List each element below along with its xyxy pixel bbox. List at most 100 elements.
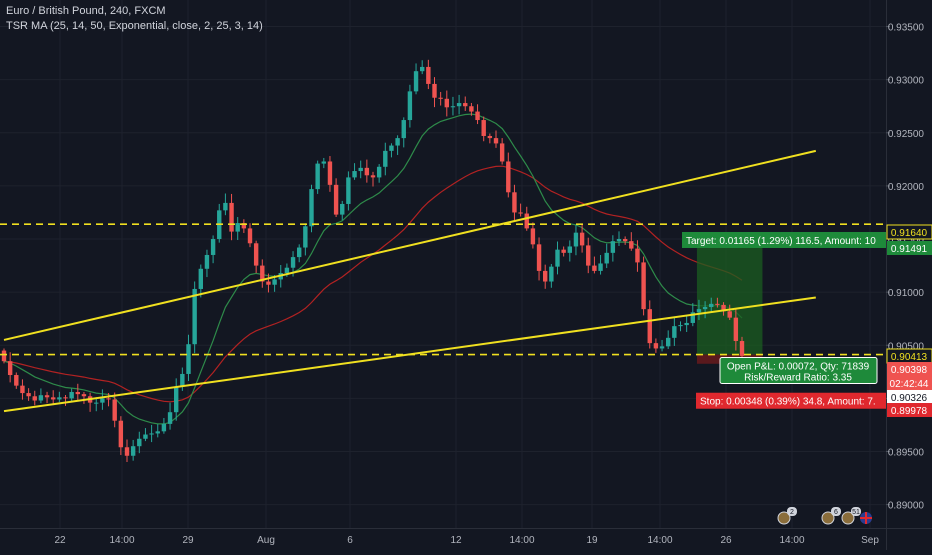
candle-body[interactable] — [51, 397, 56, 400]
candle-body[interactable] — [198, 268, 203, 289]
candle-body[interactable] — [659, 346, 665, 349]
candle-body[interactable] — [137, 438, 142, 447]
target-label[interactable]: Target: 0.01165 (1.29%) 116.5, Amount: 1… — [682, 231, 888, 248]
candle-body[interactable] — [653, 343, 659, 349]
candle-body[interactable] — [241, 223, 247, 229]
candle-body[interactable] — [161, 423, 167, 432]
candle-body[interactable] — [727, 311, 732, 318]
candle-body[interactable] — [561, 249, 566, 253]
candle-body[interactable] — [469, 106, 474, 112]
stop-label[interactable]: Stop: 0.00348 (0.39%) 34.8, Amount: 7. — [696, 392, 888, 409]
candle-body[interactable] — [57, 397, 62, 400]
candle-body[interactable] — [7, 361, 13, 376]
price-badge[interactable]: 0.90398 — [887, 362, 932, 376]
candle-body[interactable] — [118, 420, 124, 448]
candle-body[interactable] — [352, 171, 357, 178]
candle-body[interactable] — [272, 279, 277, 285]
candle-body[interactable] — [210, 239, 216, 255]
candle-body[interactable] — [512, 192, 517, 213]
candle-body[interactable] — [1, 350, 7, 362]
candle-body[interactable] — [321, 161, 326, 164]
candle-body[interactable] — [327, 161, 333, 185]
candle-body[interactable] — [475, 111, 480, 121]
candle-body[interactable] — [44, 395, 50, 398]
candle-body[interactable] — [100, 398, 105, 403]
candle-body[interactable] — [284, 267, 290, 274]
candle-body[interactable] — [555, 249, 560, 267]
candle-body[interactable] — [297, 247, 302, 258]
candle-body[interactable] — [666, 337, 671, 347]
candle-body[interactable] — [543, 270, 548, 282]
candle-body[interactable] — [401, 120, 406, 139]
candle-body[interactable] — [395, 138, 400, 146]
candle-body[interactable] — [247, 228, 253, 244]
candle-body[interactable] — [721, 304, 726, 312]
candle-body[interactable] — [524, 213, 529, 229]
candle-body[interactable] — [20, 385, 25, 394]
candle-body[interactable] — [678, 325, 683, 327]
event-badge[interactable]: 6 — [821, 507, 841, 525]
candle-body[interactable] — [192, 288, 197, 345]
candle-body[interactable] — [94, 402, 99, 404]
price-badge[interactable]: 0.91640 — [886, 224, 932, 240]
indicator-label[interactable]: TSR MA (25, 14, 50, Exponential, close, … — [6, 20, 263, 32]
candle-body[interactable] — [32, 396, 37, 401]
candle-body[interactable] — [186, 344, 191, 374]
candle-body[interactable] — [733, 317, 739, 342]
candle-body[interactable] — [155, 431, 160, 434]
candle-body[interactable] — [253, 243, 259, 266]
candle-body[interactable] — [672, 326, 677, 338]
candle-body[interactable] — [604, 252, 609, 264]
candle-body[interactable] — [106, 398, 111, 400]
price-badge[interactable]: 0.89978 — [887, 403, 932, 417]
candle-body[interactable] — [364, 167, 370, 176]
candle-body[interactable] — [260, 265, 265, 282]
candle-body[interactable] — [536, 244, 542, 271]
candle-body[interactable] — [432, 83, 437, 98]
candle-body[interactable] — [598, 263, 603, 271]
price-badge[interactable]: 0.90326 — [887, 390, 932, 404]
candle-body[interactable] — [592, 265, 597, 271]
candle-body[interactable] — [407, 91, 413, 121]
event-badge[interactable]: 51 — [841, 507, 861, 525]
candle-body[interactable] — [549, 266, 554, 282]
candle-body[interactable] — [487, 135, 493, 139]
candle-body[interactable] — [622, 239, 628, 242]
candle-body[interactable] — [438, 97, 443, 99]
candle-body[interactable] — [493, 138, 499, 144]
candle-body[interactable] — [567, 246, 572, 253]
target-zone[interactable] — [696, 239, 763, 355]
candle-body[interactable] — [444, 98, 449, 108]
candle-body[interactable] — [647, 309, 652, 344]
candle-body[interactable] — [616, 239, 622, 242]
candle-body[interactable] — [389, 145, 394, 151]
candle-body[interactable] — [315, 163, 320, 190]
candle-body[interactable] — [69, 392, 74, 399]
candle-body[interactable] — [75, 392, 80, 395]
candle-body[interactable] — [499, 143, 505, 162]
candle-body[interactable] — [167, 412, 173, 424]
candle-body[interactable] — [383, 150, 388, 167]
candle-body[interactable] — [130, 446, 136, 456]
candle-body[interactable] — [376, 166, 382, 178]
event-badge[interactable]: 2 — [777, 507, 797, 525]
candle-body[interactable] — [586, 245, 591, 266]
candle-body[interactable] — [573, 232, 579, 247]
candle-body[interactable] — [174, 386, 179, 413]
candle-body[interactable] — [143, 434, 148, 439]
candle-body[interactable] — [235, 223, 240, 232]
candle-body[interactable] — [358, 167, 363, 172]
candle-body[interactable] — [266, 281, 271, 285]
candle-body[interactable] — [456, 103, 462, 107]
price-badge[interactable]: 0.91491 — [887, 241, 932, 255]
candle-body[interactable] — [463, 103, 468, 107]
candle-body[interactable] — [290, 257, 296, 268]
candle-body[interactable] — [641, 262, 646, 310]
candle-body[interactable] — [684, 322, 689, 326]
price-badge[interactable]: 02:42:44 — [887, 376, 932, 390]
candle-body[interactable] — [690, 312, 695, 323]
candle-body[interactable] — [579, 232, 585, 246]
candle-body[interactable] — [81, 394, 87, 397]
candle-body[interactable] — [149, 433, 154, 435]
